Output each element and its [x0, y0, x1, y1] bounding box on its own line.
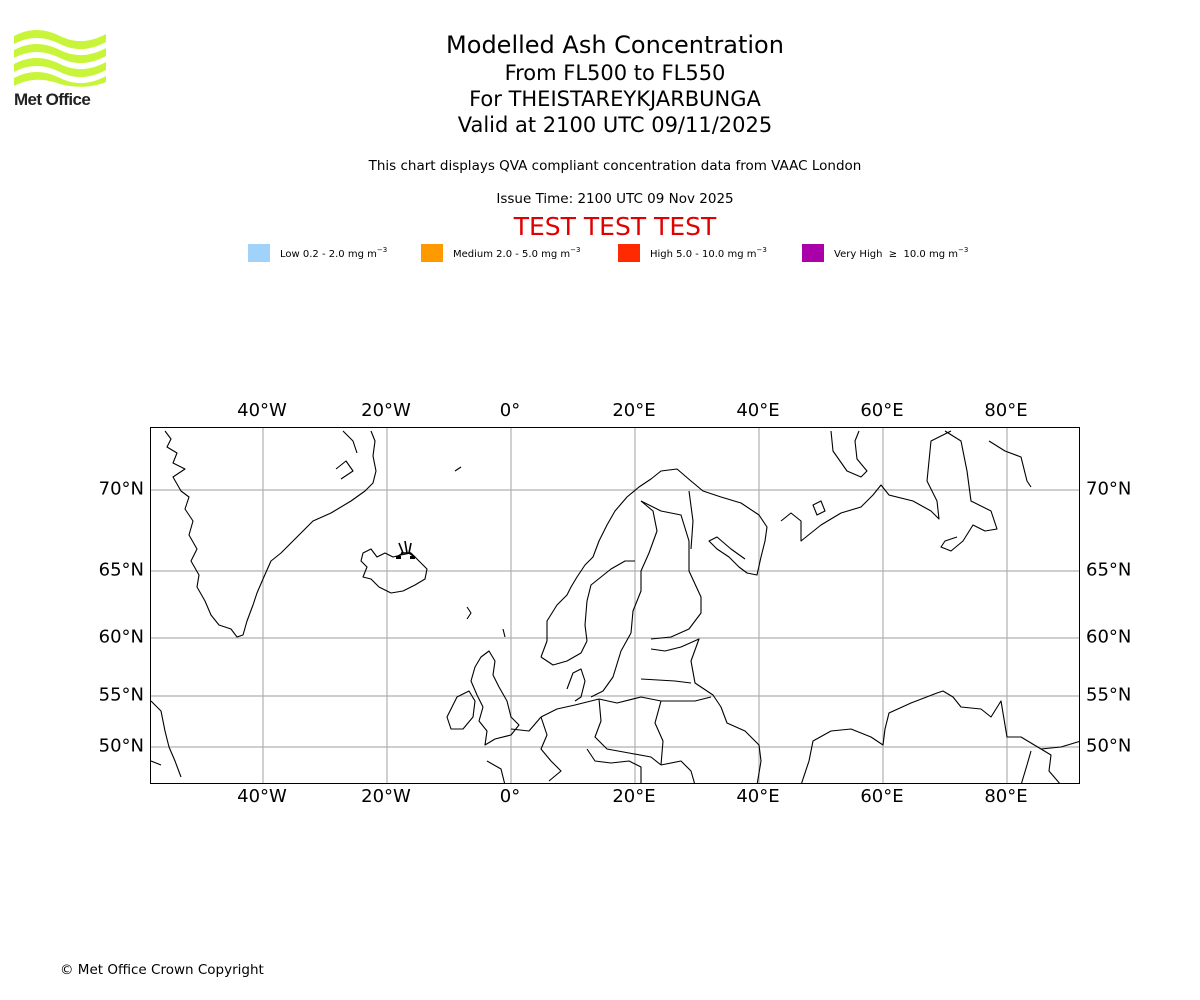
- legend-swatch-high: [618, 244, 640, 262]
- lon-label-top: 20°W: [361, 400, 411, 421]
- met-office-logo: Met Office: [14, 30, 106, 112]
- volcano-name: For THEISTAREYKJARBUNGA: [469, 87, 761, 111]
- map-canvas: [151, 428, 1079, 783]
- coastlines: [151, 430, 1079, 783]
- copyright-notice: © Met Office Crown Copyright: [60, 962, 264, 978]
- volcano-icon: [396, 540, 416, 559]
- chart-description: This chart displays QVA compliant concen…: [368, 158, 862, 174]
- lon-label-bottom: 20°E: [612, 786, 656, 807]
- lat-label-right: 70°N: [1086, 478, 1132, 500]
- lon-label-top: 20°E: [612, 400, 656, 421]
- lon-label-bottom: 40°E: [736, 786, 780, 807]
- lat-label-left: 70°N: [98, 478, 144, 500]
- lon-label-bottom: 80°E: [984, 786, 1028, 807]
- lat-label-right: 55°N: [1086, 684, 1132, 706]
- lat-label-right: 60°N: [1086, 626, 1132, 648]
- lon-label-top: 40°W: [237, 400, 287, 421]
- legend-label-low: Low 0.2 - 2.0 mg m: [280, 249, 377, 260]
- flight-level-range: From FL500 to FL550: [504, 61, 726, 85]
- legend-item-low: Low 0.2 - 2.0 mg m−3: [248, 244, 387, 262]
- lon-label-bottom: 20°W: [361, 786, 411, 807]
- logo-text: Met Office: [14, 90, 91, 109]
- legend-item-very-high: Very High ≥ 10.0 mg m−3: [802, 244, 968, 262]
- legend-label-very-high: Very High ≥ 10.0 mg m: [834, 249, 958, 260]
- lat-label-left: 60°N: [98, 626, 144, 648]
- lon-label-top: 80°E: [984, 400, 1028, 421]
- lat-label-left: 50°N: [98, 735, 144, 757]
- lon-label-bottom: 0°: [499, 786, 521, 807]
- graticule: [151, 428, 1079, 783]
- legend-label-medium: Medium 2.0 - 5.0 mg m: [453, 249, 571, 260]
- valid-time: Valid at 2100 UTC 09/11/2025: [457, 113, 773, 137]
- lat-label-left: 65°N: [98, 559, 144, 581]
- issue-time: Issue Time: 2100 UTC 09 Nov 2025: [496, 191, 734, 207]
- lat-label-left: 55°N: [98, 684, 144, 706]
- legend-label-high: High 5.0 - 10.0 mg m: [650, 249, 757, 260]
- lon-label-top: 0°: [499, 400, 521, 421]
- legend-item-medium: Medium 2.0 - 5.0 mg m−3: [421, 244, 580, 262]
- lon-label-top: 40°E: [736, 400, 780, 421]
- legend-swatch-very-high: [802, 244, 824, 262]
- lon-label-bottom: 60°E: [860, 786, 904, 807]
- test-banner: TEST TEST TEST: [513, 212, 717, 241]
- lon-label-top: 60°E: [860, 400, 904, 421]
- legend-swatch-low: [248, 244, 270, 262]
- chart-title: Modelled Ash Concentration: [446, 31, 784, 59]
- ash-concentration-map[interactable]: [150, 427, 1080, 784]
- lat-label-right: 50°N: [1086, 735, 1132, 757]
- logo-waves-icon: [14, 30, 106, 87]
- legend-swatch-medium: [421, 244, 443, 262]
- lon-label-bottom: 40°W: [237, 786, 287, 807]
- lat-label-right: 65°N: [1086, 559, 1132, 581]
- legend-item-high: High 5.0 - 10.0 mg m−3: [618, 244, 767, 262]
- chart-title-block: Modelled Ash Concentration From FL500 to…: [0, 30, 1200, 138]
